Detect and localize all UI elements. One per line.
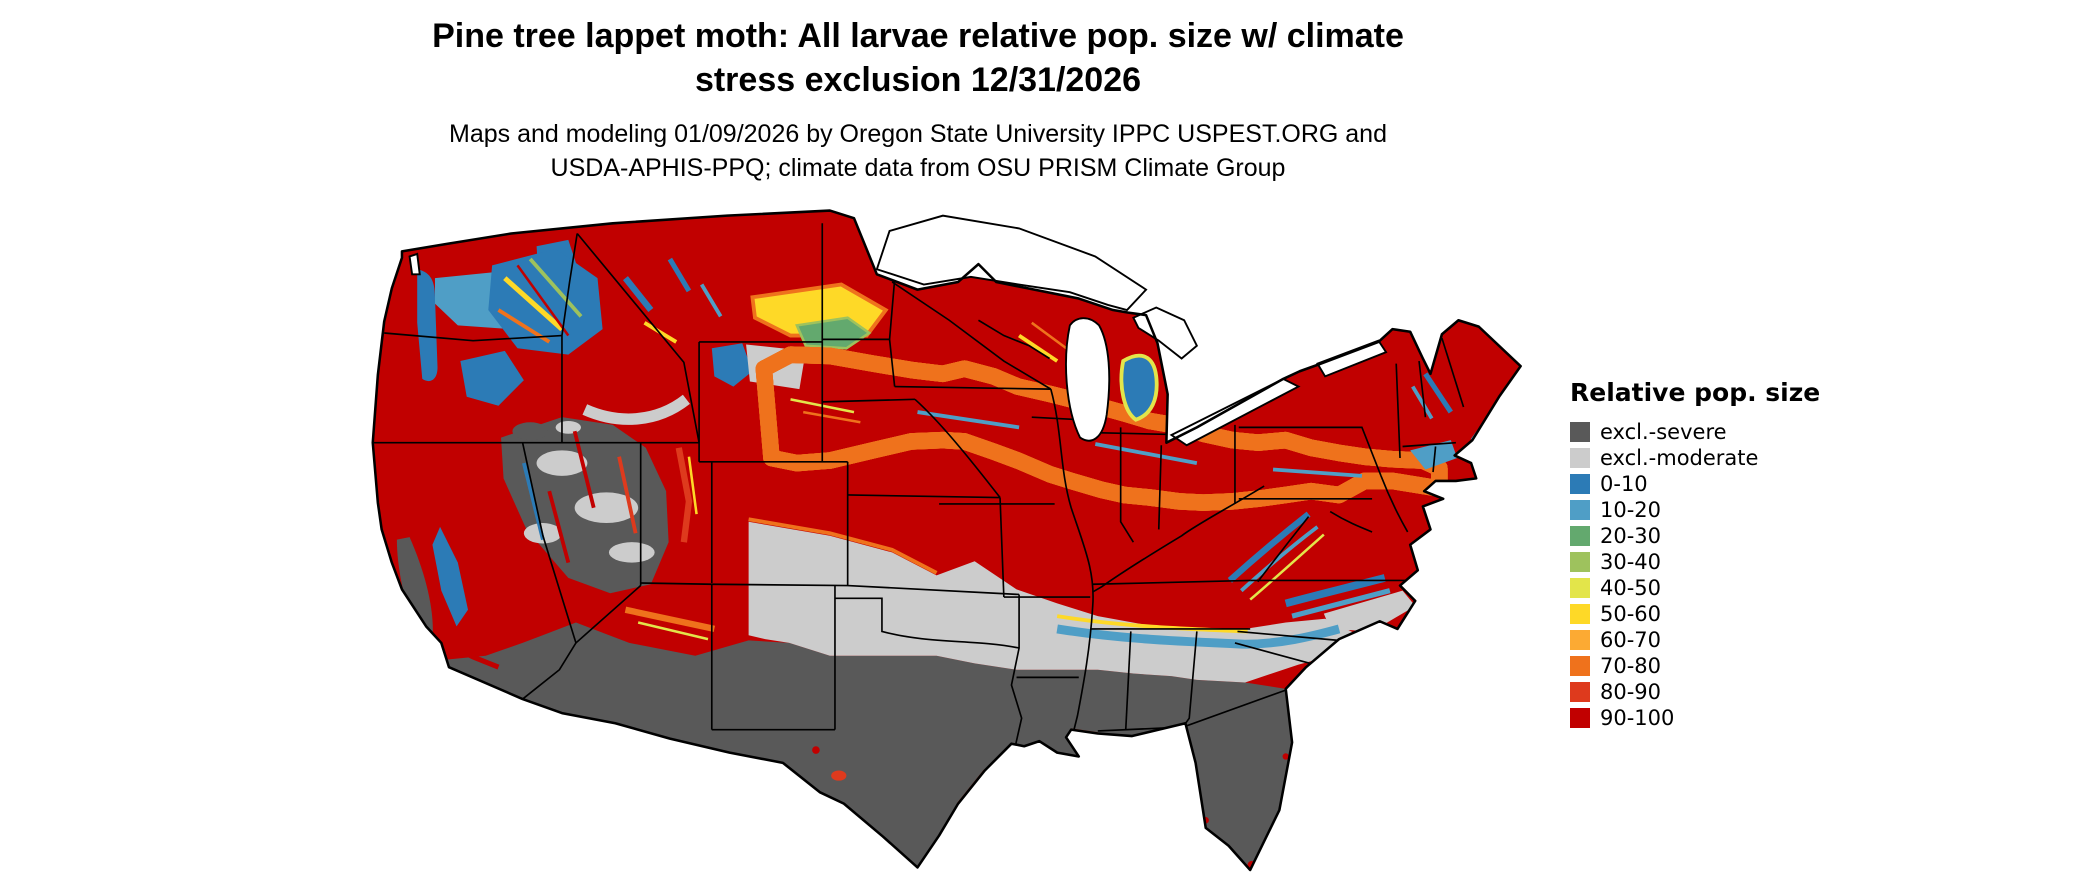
legend-item: 80-90: [1570, 679, 1820, 705]
us-map-container: [308, 208, 1527, 884]
legend-label: excl.-severe: [1600, 420, 1727, 444]
legend-item: 90-100: [1570, 705, 1820, 731]
legend-swatch: [1570, 552, 1590, 572]
legend-label: excl.-moderate: [1600, 446, 1759, 470]
legend-title: Relative pop. size: [1570, 378, 1821, 407]
title-block: Pine tree lappet moth: All larvae relati…: [308, 14, 1528, 186]
legend-items: excl.-severe excl.-moderate 0-10 10-20 20-30…: [1570, 419, 1820, 731]
zone-central-valley-excluded: [396, 537, 433, 642]
legend-label: 60-70: [1600, 628, 1662, 652]
legend-swatch: [1570, 708, 1590, 728]
legend-swatch: [1570, 578, 1590, 598]
zone-great-basin-excluded: [501, 394, 698, 594]
legend: Relative pop. size excl.-severe excl.-mod…: [1570, 378, 1820, 731]
legend-item: excl.-moderate: [1570, 445, 1820, 471]
legend-item: 40-50: [1570, 575, 1820, 601]
lake-erie: [1169, 377, 1301, 447]
legend-label: 80-90: [1600, 680, 1662, 704]
legend-item: 30-40: [1570, 549, 1820, 575]
legend-swatch: [1570, 448, 1590, 468]
legend-swatch: [1570, 656, 1590, 676]
map-subtitle-line1: Maps and modeling 01/09/2026 by Oregon S…: [449, 120, 1387, 149]
terrain-detail-great-lakes: [1018, 321, 1159, 422]
legend-label: 20-30: [1600, 524, 1662, 548]
puget-sound: [408, 252, 421, 276]
state-borders: [372, 210, 1465, 747]
legend-item: 50-60: [1570, 601, 1820, 627]
legend-swatch: [1570, 526, 1590, 546]
great-lakes: [408, 214, 1388, 447]
legend-item: 60-70: [1570, 627, 1820, 653]
legend-item: excl.-severe: [1570, 419, 1820, 445]
map-subtitle: Maps and modeling 01/09/2026 by Oregon S…: [308, 118, 1528, 186]
legend-swatch: [1570, 604, 1590, 624]
lake-superior: [875, 214, 1148, 312]
legend-swatch: [1570, 500, 1590, 520]
legend-item: 70-80: [1570, 653, 1820, 679]
legend-label: 40-50: [1600, 576, 1662, 600]
legend-item: 20-30: [1570, 523, 1820, 549]
legend-label: 10-20: [1600, 498, 1662, 522]
legend-label: 0-10: [1600, 472, 1648, 496]
legend-swatch: [1570, 474, 1590, 494]
legend-label: 30-40: [1600, 550, 1662, 574]
legend-item: 0-10: [1570, 471, 1820, 497]
us-population-map: [371, 209, 1522, 872]
map-subtitle-line2: USDA-APHIS-PPQ; climate data from OSU PR…: [550, 154, 1286, 183]
legend-swatch: [1570, 422, 1590, 442]
lake-michigan: [1065, 317, 1111, 442]
terrain-detail-east: [1227, 372, 1504, 601]
legend-swatch: [1570, 682, 1590, 702]
legend-label: 90-100: [1600, 706, 1675, 730]
legend-item: 10-20: [1570, 497, 1820, 523]
legend-swatch: [1570, 630, 1590, 650]
legend-label: 50-60: [1600, 602, 1662, 626]
legend-label: 70-80: [1600, 654, 1662, 678]
map-title-line2: stress exclusion 12/31/2026: [694, 61, 1142, 100]
us-outline: [371, 209, 1522, 872]
map-title-line1: Pine tree lappet moth: All larvae relati…: [432, 17, 1404, 55]
map-title: Pine tree lappet moth: All larvae relati…: [308, 14, 1528, 102]
